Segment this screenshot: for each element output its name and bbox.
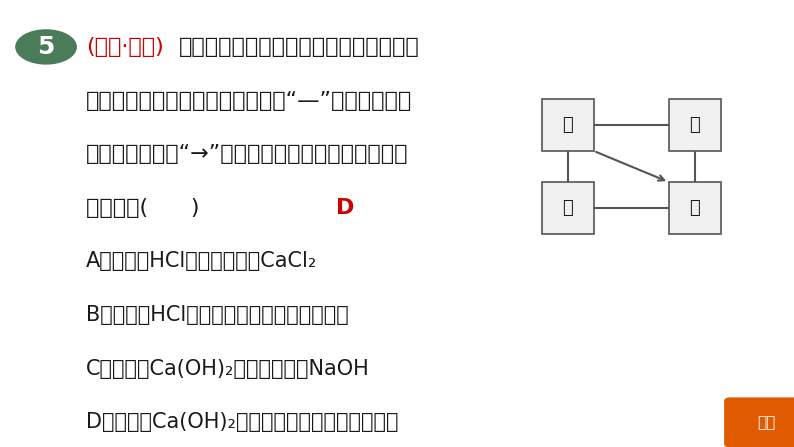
Text: 常温下，它们具有如图所示关系。“—”表示连接的两: 常温下，它们具有如图所示关系。“—”表示连接的两 [86, 91, 412, 110]
Text: 错误的是(      ): 错误的是( ) [86, 198, 206, 218]
Text: C．若甲是Ca(OH)₂，则丁可能是NaOH: C．若甲是Ca(OH)₂，则丁可能是NaOH [86, 359, 369, 379]
FancyBboxPatch shape [724, 397, 794, 447]
FancyBboxPatch shape [669, 182, 720, 233]
Text: 种物质能反应，“→”表示物质转化的方向，下列推断: 种物质能反应，“→”表示物质转化的方向，下列推断 [86, 144, 408, 164]
Text: 5: 5 [37, 35, 55, 59]
Text: D: D [336, 198, 354, 218]
FancyBboxPatch shape [542, 100, 593, 151]
FancyBboxPatch shape [669, 100, 720, 151]
Text: D．若甲是Ca(OH)₂，则乙和丙中至少有一个为酸: D．若甲是Ca(OH)₂，则乙和丙中至少有一个为酸 [86, 413, 399, 432]
Text: 甲: 甲 [562, 116, 573, 134]
Text: (中考·常州): (中考·常州) [86, 37, 164, 57]
Text: 甲、乙、丙、丁是初中化学常见的物质，: 甲、乙、丙、丁是初中化学常见的物质， [179, 37, 419, 57]
Circle shape [16, 30, 76, 64]
Text: 乙: 乙 [689, 116, 700, 134]
Text: 返回: 返回 [757, 415, 775, 430]
Text: B．若甲是HCl，则乙和丙中可能有一个为碱: B．若甲是HCl，则乙和丙中可能有一个为碱 [86, 305, 349, 325]
Text: A．若甲是HCl，则丁可能是CaCl₂: A．若甲是HCl，则丁可能是CaCl₂ [86, 252, 317, 271]
FancyBboxPatch shape [542, 182, 593, 233]
Text: 丙: 丙 [562, 199, 573, 217]
Text: 丁: 丁 [689, 199, 700, 217]
